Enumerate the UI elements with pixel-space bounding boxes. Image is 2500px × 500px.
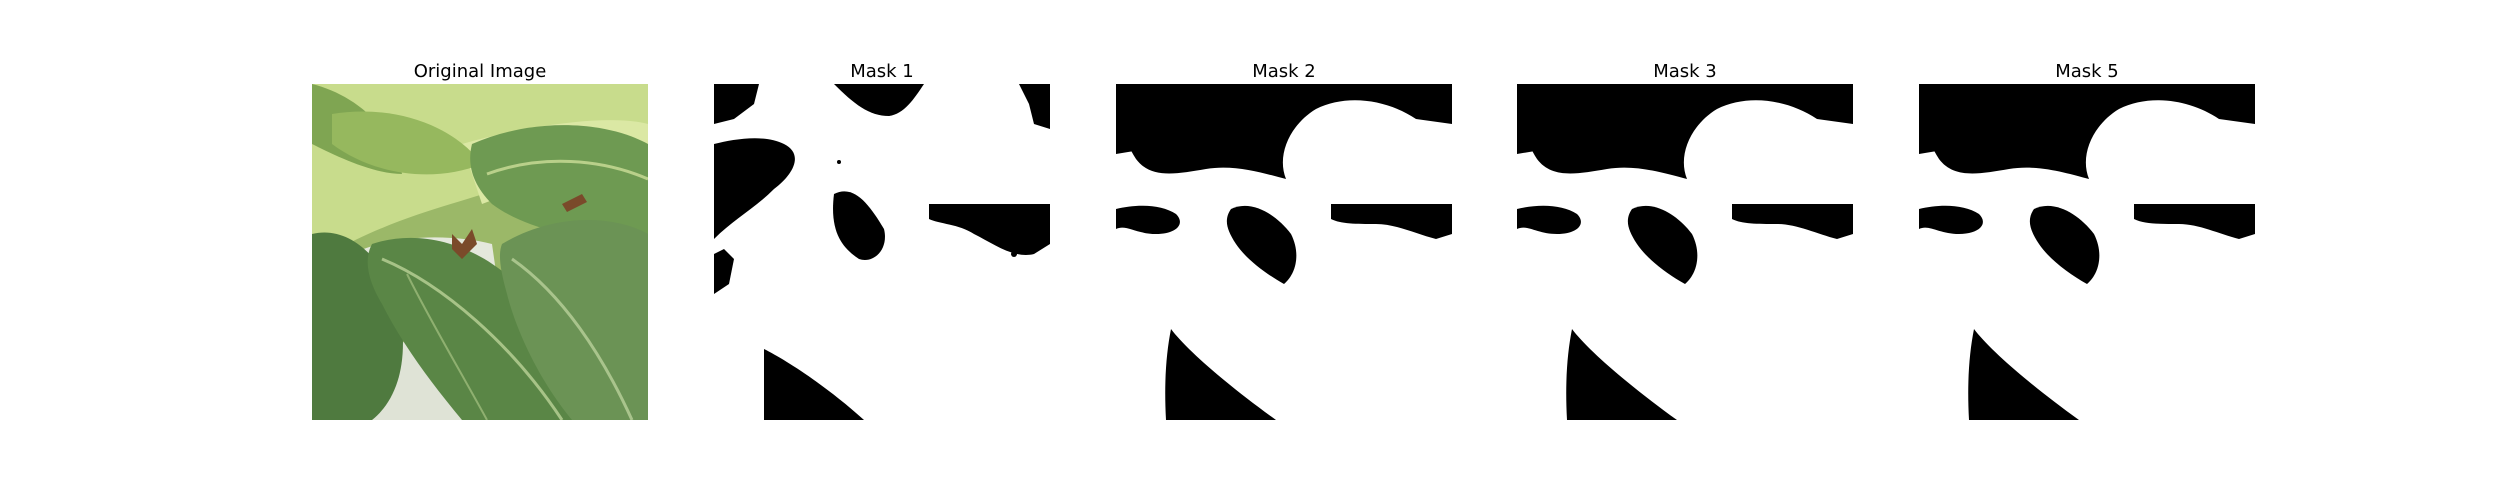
mask-5-image [1919,84,2255,420]
mask-3 [1517,84,1853,420]
mask-2-image [1116,84,1452,420]
mask-1 [714,84,1050,420]
mask-5 [1919,84,2255,420]
panel-mask-3: Mask 3 [1517,60,1853,420]
original-photo [312,84,648,420]
panel-title: Mask 2 [1252,61,1316,82]
panel-title: Original Image [413,61,547,82]
panel-mask-2: Mask 2 [1116,60,1452,420]
panel-mask-1: Mask 1 [714,60,1050,420]
panel-title: Mask 3 [1653,61,1717,82]
mask-1-image [714,84,1050,420]
original-photo-frame [312,84,648,420]
mask-3-image [1517,84,1853,420]
panel-title: Mask 1 [850,61,914,82]
mask-2 [1116,84,1452,420]
panel-title: Mask 5 [2055,61,2119,82]
panel-mask-5: Mask 5 [1919,60,2255,420]
panel-original-image: Original Image [312,60,648,420]
